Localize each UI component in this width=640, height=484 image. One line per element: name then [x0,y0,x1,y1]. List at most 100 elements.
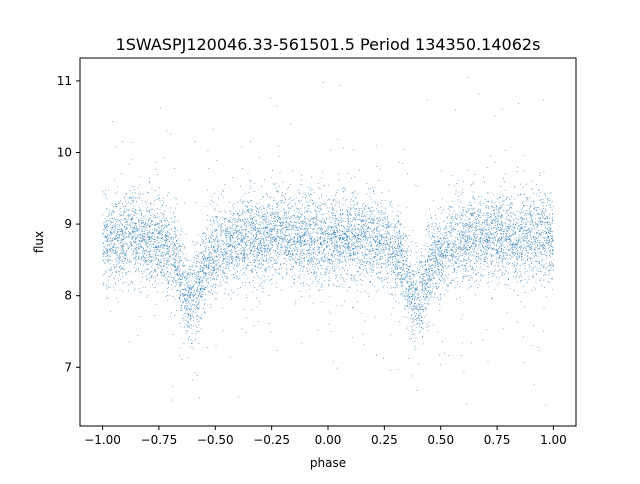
data-point [141,256,143,258]
data-point [341,230,343,232]
data-point [148,236,149,238]
data-point [238,216,239,218]
data-point [219,231,221,233]
data-point [229,211,231,213]
data-point [126,219,128,221]
data-point [434,255,436,257]
data-point [110,223,111,225]
data-point [398,261,400,262]
data-point [351,307,353,309]
data-point [205,293,206,295]
data-point [520,301,522,303]
data-point [149,237,151,239]
data-point [519,234,520,236]
data-point [147,232,149,234]
data-point [421,284,423,286]
data-point [473,233,474,235]
data-point [147,207,149,209]
data-point [412,271,414,272]
data-point [479,230,481,232]
data-point [327,241,328,243]
data-point [419,261,421,263]
data-point [256,234,257,236]
data-point [209,271,211,273]
data-point [546,223,548,225]
data-point [467,210,469,212]
data-point [153,203,155,205]
data-point [402,296,404,298]
data-point [540,271,541,272]
data-point [457,267,459,269]
data-point [147,237,148,238]
data-point [276,105,277,107]
data-point [244,282,246,283]
data-point [176,268,178,270]
data-point [342,238,344,239]
data-point [304,222,306,224]
data-point [201,287,202,289]
data-point [464,251,466,253]
data-point [287,241,289,243]
data-point [281,241,283,242]
data-point [523,336,524,338]
data-point [272,199,274,201]
data-point [307,208,309,209]
data-point [116,206,117,207]
data-point [535,193,537,195]
data-point [476,219,477,220]
data-point [110,232,112,233]
data-point [251,200,253,201]
data-point [484,223,486,225]
data-point [371,218,372,220]
data-point [352,259,354,261]
data-point [215,298,217,300]
data-point [256,265,258,267]
data-point [226,234,228,236]
data-point [480,259,482,260]
data-point [243,309,245,311]
data-point [435,223,437,225]
data-point [531,216,533,218]
data-point [189,315,191,317]
data-point [374,286,376,287]
data-point [107,230,108,231]
data-point [318,281,319,283]
data-point [497,252,498,253]
data-point [508,272,510,274]
data-point [277,202,279,203]
data-point [455,244,457,246]
data-point [275,253,277,254]
data-point [237,212,239,214]
data-point [329,259,330,261]
data-point [430,236,431,238]
data-point [411,278,413,280]
data-point [121,238,122,240]
data-point [257,239,258,240]
data-point [169,232,171,234]
data-point [149,244,151,246]
data-point [267,204,269,206]
data-point [551,245,553,247]
data-point [540,234,542,236]
data-point [389,205,391,207]
data-point [499,241,501,242]
data-point [342,255,343,257]
data-point [271,278,273,280]
data-point [163,201,164,203]
data-point [426,273,427,275]
data-point [396,274,398,276]
data-point [526,233,528,234]
data-point [336,217,338,219]
data-point [211,245,213,247]
data-point [277,257,279,259]
data-point [521,246,523,248]
data-point [198,307,200,309]
data-point [367,218,369,219]
data-point [196,303,198,305]
data-point [226,252,227,254]
data-point [521,253,523,255]
data-point [474,218,476,220]
data-point [367,230,369,232]
data-point [499,229,501,231]
data-point [446,216,448,218]
